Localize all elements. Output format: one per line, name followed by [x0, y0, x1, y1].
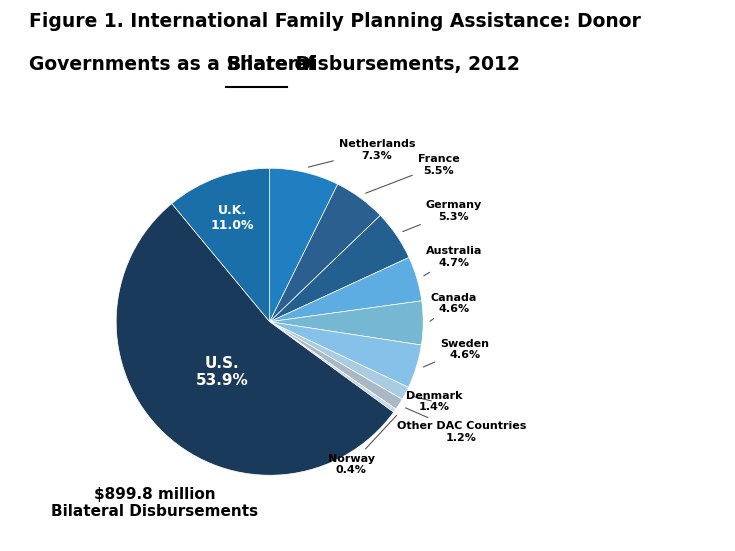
Wedge shape — [116, 203, 394, 475]
Text: Netherlands
7.3%: Netherlands 7.3% — [309, 139, 415, 167]
Wedge shape — [270, 184, 380, 322]
Wedge shape — [270, 257, 422, 322]
Wedge shape — [270, 322, 396, 412]
Text: Canada
4.6%: Canada 4.6% — [430, 293, 477, 321]
Wedge shape — [270, 322, 409, 399]
Text: Other DAC Countries
1.2%: Other DAC Countries 1.2% — [397, 408, 526, 443]
Text: FAMILY: FAMILY — [641, 524, 682, 534]
Text: Governments as a Share of: Governments as a Share of — [29, 55, 322, 74]
Text: Sweden
4.6%: Sweden 4.6% — [423, 338, 489, 367]
Text: Norway
0.4%: Norway 0.4% — [328, 415, 397, 476]
Text: Denmark
1.4%: Denmark 1.4% — [406, 391, 462, 412]
Text: Australia
4.7%: Australia 4.7% — [424, 246, 482, 276]
Text: THE HENRY J.: THE HENRY J. — [633, 501, 690, 510]
Text: U.S.
53.9%: U.S. 53.9% — [196, 356, 248, 388]
Text: FOUNDATION: FOUNDATION — [633, 536, 690, 544]
Text: France
5.5%: France 5.5% — [366, 154, 459, 193]
Text: KAISER: KAISER — [640, 513, 683, 523]
Wedge shape — [172, 168, 270, 322]
Wedge shape — [270, 168, 337, 322]
Text: $899.8 million
Bilateral Disbursements: $899.8 million Bilateral Disbursements — [51, 487, 258, 519]
Wedge shape — [270, 322, 421, 387]
Text: Figure 1. International Family Planning Assistance: Donor: Figure 1. International Family Planning … — [29, 12, 641, 31]
Wedge shape — [270, 322, 402, 409]
Text: Bilateral: Bilateral — [226, 55, 317, 74]
Text: Disbursements, 2012: Disbursements, 2012 — [289, 55, 520, 74]
Text: Germany
5.3%: Germany 5.3% — [403, 201, 482, 231]
Wedge shape — [270, 215, 409, 322]
Text: U.K.
11.0%: U.K. 11.0% — [210, 204, 254, 232]
Wedge shape — [270, 301, 423, 345]
